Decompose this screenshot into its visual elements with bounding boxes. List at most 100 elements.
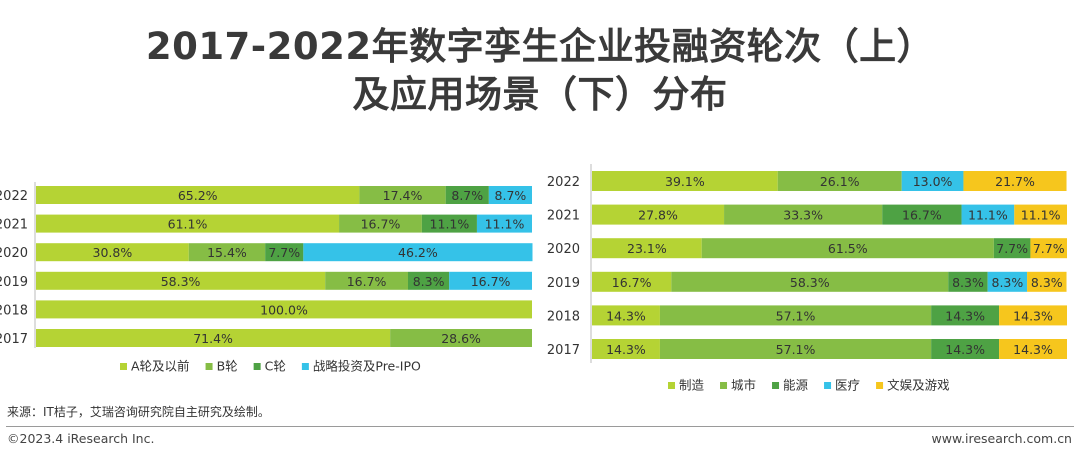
data-label: 14.3% (945, 342, 985, 357)
data-label: 16.7% (347, 274, 387, 289)
legend-swatch (876, 382, 884, 389)
bar-segment (1014, 204, 1067, 225)
data-label: 7.7% (268, 245, 300, 260)
legend-swatch (253, 363, 261, 370)
data-label: 30.8% (93, 245, 133, 260)
bar-segment (659, 305, 932, 326)
data-label: 100.0% (260, 302, 308, 317)
data-label: 14.3% (1013, 308, 1053, 323)
data-label: 17.4% (383, 188, 423, 203)
bar-segment (421, 214, 477, 233)
legend-label: 城市 (731, 378, 756, 393)
data-label: 8.7% (495, 188, 527, 203)
bar-segment (671, 271, 949, 292)
copyright: ©2023.4 iResearch Inc. (7, 431, 155, 446)
data-label: 39.1% (665, 174, 705, 189)
data-label: 13.0% (913, 174, 953, 189)
bar-segment (476, 214, 532, 233)
bar-segment (1027, 271, 1067, 292)
data-label: 8.3% (1031, 275, 1063, 290)
bar-segment (931, 339, 1000, 359)
bar-segment (948, 271, 988, 292)
data-label: 7.7% (996, 241, 1028, 256)
bar-segment (659, 339, 932, 359)
data-label: 26.1% (820, 174, 860, 189)
data-label: 61.5% (828, 241, 868, 256)
bar-segment (987, 271, 1028, 292)
bar-segment (961, 204, 1015, 225)
data-label: 23.1% (627, 241, 667, 256)
data-label: 16.7% (902, 208, 942, 223)
footer-divider (6, 426, 1074, 427)
y-tick-label: 2019 (0, 275, 28, 290)
data-label: 57.1% (776, 308, 816, 323)
bar-segment (592, 271, 672, 292)
bar-segment (449, 271, 532, 290)
page-title-line-1: 2017-2022年数字孪生企业投融资轮次（上） (145, 25, 935, 68)
y-tick-label: 2019 (547, 276, 580, 291)
bar-segment (882, 204, 962, 225)
data-label: 8.3% (992, 275, 1024, 290)
data-label: 57.1% (776, 342, 816, 357)
bar-segment (36, 300, 532, 319)
bar-segment (999, 305, 1067, 326)
data-label: 71.4% (193, 331, 233, 346)
bar-segment (359, 186, 446, 204)
bar-segment (265, 243, 304, 262)
legend-swatch (205, 363, 213, 370)
data-label: 14.3% (606, 342, 646, 357)
data-label: 16.7% (361, 217, 401, 232)
legend-label: B轮 (217, 359, 238, 374)
legend-label: A轮及以前 (131, 359, 190, 374)
source-note: 来源：IT桔子，艾瑞咨询研究院自主研究及绘制。 (7, 405, 270, 419)
bar-segment (408, 271, 450, 290)
data-label: 11.1% (485, 217, 525, 232)
page-title-line-2: 及应用场景（下）分布 (352, 73, 728, 116)
bar-segment (592, 238, 702, 259)
data-label: 65.2% (178, 188, 218, 203)
data-label: 11.1% (430, 217, 470, 232)
bar-segment (592, 305, 660, 326)
bar-segment (724, 204, 883, 225)
data-label: 61.1% (168, 217, 208, 232)
bar-segment (701, 238, 994, 259)
bar-segment (36, 271, 326, 290)
legend-label: 制造 (679, 378, 705, 393)
bar-segment (339, 214, 422, 233)
bar-segment (777, 171, 902, 191)
legend-swatch (772, 382, 780, 389)
data-label: 8.3% (952, 275, 984, 290)
data-label: 16.7% (612, 275, 652, 290)
bar-segment (592, 204, 725, 225)
y-tick-label: 2018 (547, 309, 580, 324)
data-label: 33.3% (783, 208, 823, 223)
bar-segment (488, 186, 532, 204)
legend-swatch (668, 382, 675, 389)
legend-label: 战略投资及Pre-IPO (313, 359, 421, 374)
bar-segment (993, 238, 1031, 259)
data-label: 58.3% (161, 274, 201, 289)
data-label: 11.1% (1021, 208, 1061, 223)
data-label: 46.2% (398, 245, 438, 260)
bar-segment (592, 171, 778, 191)
bar-segment (963, 171, 1067, 191)
data-label: 28.6% (441, 331, 481, 346)
legend-label: 能源 (783, 378, 809, 393)
y-tick-label: 2022 (547, 175, 580, 190)
data-label: 14.3% (606, 308, 646, 323)
bar-segment (303, 243, 533, 262)
website-link[interactable]: www.iresearch.com.cn (931, 431, 1073, 446)
bar-segment (1030, 238, 1067, 259)
data-label: 8.7% (451, 188, 483, 203)
data-label: 11.1% (968, 208, 1008, 223)
y-tick-label: 2021 (0, 218, 28, 233)
legend-swatch (120, 363, 127, 370)
legend-swatch (720, 382, 728, 389)
bar-segment (325, 271, 408, 290)
y-tick-label: 2017 (547, 343, 580, 358)
y-tick-label: 2022 (0, 189, 28, 204)
data-label: 27.8% (638, 208, 678, 223)
bar-segment (390, 329, 532, 347)
bar-segment (901, 171, 964, 191)
